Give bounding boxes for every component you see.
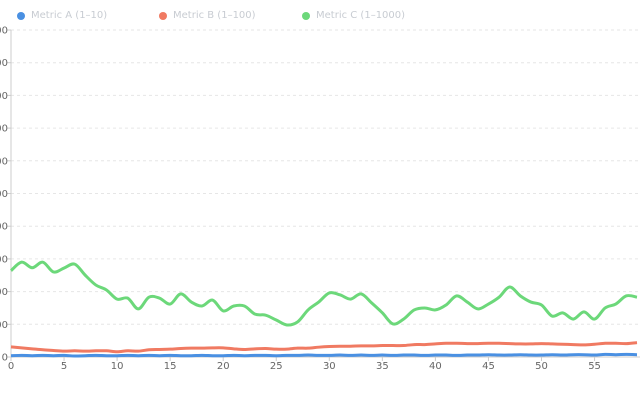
legend-label-metric-a: Metric A (1–10) [31,10,108,21]
legend-item-metric-c[interactable]: Metric C (1–1000) [302,10,405,21]
x-tick-label: 45 [482,361,495,372]
series-line-metric-b [10,341,638,354]
x-tick-label: 20 [217,361,230,372]
x-tick-label: 55 [588,361,601,372]
series-line-metric-c [9,260,638,327]
y-tick-label: 600 [0,156,8,167]
legend-dot-metric-b [159,11,167,20]
y-tick-label: 700 [0,124,8,135]
y-tick-label: 1000 [0,26,8,37]
x-tick-label: 40 [429,361,442,372]
legend-item-metric-b[interactable]: Metric B (1–100) [159,10,256,21]
legend-label-metric-c: Metric C (1–1000) [316,10,406,21]
series-line-metric-a [10,352,638,358]
x-tick-label: 5 [61,361,67,372]
x-tick-label: 25 [270,361,283,372]
y-tick-label: 300 [0,254,8,265]
x-tick-label: 15 [164,361,177,372]
y-tick-label: 100 [0,320,8,331]
legend: Metric A (1–10) Metric B (1–100) Metric … [0,10,640,26]
x-tick-label: 50 [535,361,548,372]
y-tick-label: 800 [0,91,8,102]
legend-dot-metric-a [17,11,25,20]
legend-item-metric-a[interactable]: Metric A (1–10) [17,10,107,21]
y-tick-label: 400 [0,222,8,233]
x-tick-label: 0 [8,361,14,372]
x-tick-label: 35 [376,361,389,372]
y-tick-label: 200 [0,287,8,298]
x-tick-label: 30 [323,361,336,372]
y-tick-label: 500 [0,189,8,200]
legend-dot-metric-c [302,11,310,20]
legend-label-metric-b: Metric B (1–100) [173,10,256,21]
y-tick-label: 0 [2,353,8,364]
x-tick-label: 10 [111,361,124,372]
y-tick-label: 900 [0,58,8,69]
